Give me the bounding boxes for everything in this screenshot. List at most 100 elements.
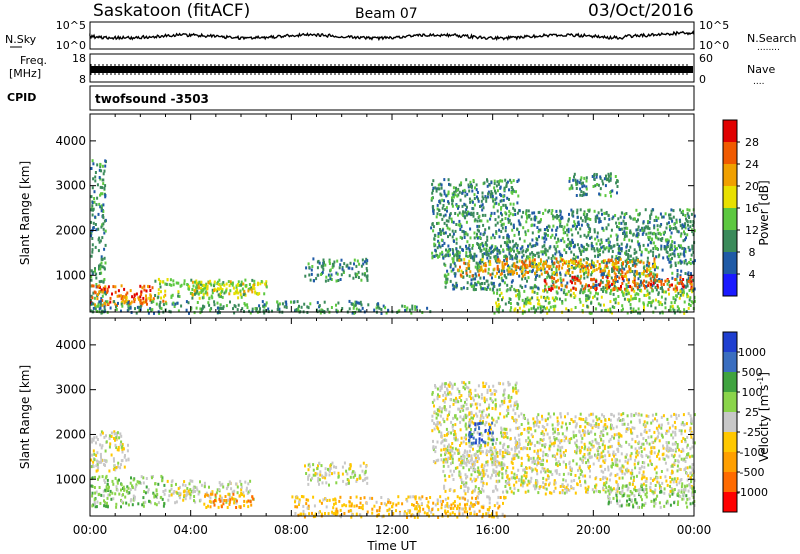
heatmap-cell — [590, 259, 593, 263]
heatmap-cell — [427, 500, 430, 504]
heatmap-cell — [690, 228, 693, 232]
heatmap-cell — [100, 204, 103, 208]
heatmap-cell — [630, 288, 633, 292]
heatmap-cell — [456, 204, 458, 208]
heatmap-cell — [166, 479, 169, 483]
heatmap-cell — [676, 247, 678, 251]
heatmap-cell — [564, 261, 566, 265]
heatmap-cell — [461, 204, 464, 208]
heatmap-cell — [90, 309, 93, 313]
heatmap-cell — [458, 183, 461, 187]
heatmap-cell — [550, 284, 553, 288]
heatmap-cell — [107, 285, 110, 289]
heatmap-cell — [560, 288, 563, 292]
heatmap-cell — [571, 186, 574, 190]
heatmap-cell — [481, 203, 484, 207]
heatmap-cell — [360, 278, 363, 282]
heatmap-cell — [588, 230, 591, 233]
heatmap-cell — [661, 303, 664, 307]
heatmap-cell — [455, 281, 458, 285]
heatmap-cell — [592, 269, 595, 273]
heatmap-cell — [512, 188, 514, 192]
heatmap-cell — [634, 293, 637, 297]
heatmap-cell — [636, 285, 639, 289]
heatmap-cell — [588, 284, 590, 288]
heatmap-cell — [448, 410, 451, 414]
heatmap-cell — [172, 279, 175, 283]
heatmap-cell — [235, 286, 238, 290]
heatmap-cell — [141, 301, 144, 305]
heatmap-cell — [498, 235, 501, 239]
heatmap-cell — [497, 305, 500, 309]
heatmap-cell — [580, 223, 583, 227]
heatmap-cell — [225, 500, 228, 504]
heatmap-cell — [622, 219, 625, 223]
heatmap-cell — [512, 179, 515, 183]
heatmap-cell — [584, 215, 587, 219]
heatmap-cell — [123, 287, 126, 291]
heatmap-cell — [215, 491, 218, 495]
heatmap-cell — [105, 460, 108, 464]
heatmap-cell — [473, 284, 476, 288]
heatmap-cell — [381, 515, 384, 519]
heatmap-cell — [503, 388, 506, 392]
heatmap-cell — [684, 222, 687, 226]
heatmap-cell — [458, 502, 461, 506]
heatmap-cell — [207, 281, 210, 285]
heatmap-cell — [294, 505, 297, 509]
heatmap-cell — [565, 307, 568, 311]
heatmap-cell — [122, 295, 125, 299]
heatmap-cell — [658, 302, 661, 306]
heatmap-cell — [214, 495, 217, 499]
heatmap-cell — [120, 297, 123, 301]
heatmap-cell — [633, 248, 636, 252]
heatmap-cell — [271, 309, 273, 313]
heatmap-cell — [118, 436, 121, 440]
heatmap-cell — [94, 303, 96, 307]
heatmap-cell — [654, 262, 656, 266]
heatmap-cell — [635, 262, 638, 266]
heatmap-cell — [438, 187, 441, 191]
heatmap-cell — [626, 278, 629, 282]
heatmap-cell — [654, 232, 657, 236]
heatmap-cell — [646, 303, 649, 307]
heatmap-cell — [96, 285, 99, 289]
heatmap-cell — [105, 292, 107, 296]
heatmap-cell — [459, 265, 461, 269]
heatmap-cell — [100, 458, 103, 462]
heatmap-cell — [671, 240, 674, 244]
heatmap-cell — [667, 239, 670, 243]
heatmap-cell — [259, 307, 261, 311]
heatmap-cell — [409, 495, 412, 499]
heatmap-cell — [487, 283, 490, 287]
heatmap-cell — [470, 282, 473, 286]
heatmap-cell — [514, 213, 517, 216]
heatmap-cell — [211, 490, 214, 494]
heatmap-cell — [633, 276, 636, 280]
heatmap-cell — [621, 304, 624, 308]
heatmap-cell — [642, 243, 645, 247]
heatmap-cell — [105, 434, 107, 438]
heatmap-cell — [546, 306, 548, 310]
heatmap-cell — [121, 447, 124, 451]
heatmap-cell — [297, 513, 300, 517]
heatmap-cell — [617, 247, 620, 251]
heatmap-cell — [411, 503, 413, 507]
heatmap-cell — [573, 220, 576, 224]
heatmap-cell — [339, 508, 342, 512]
heatmap-cell — [303, 302, 306, 306]
heatmap-cell — [500, 211, 502, 215]
heatmap-cell — [336, 272, 339, 276]
heatmap-cell — [538, 274, 541, 278]
heatmap-cell — [125, 501, 128, 505]
heatmap-cell — [613, 298, 616, 302]
heatmap-cell — [507, 217, 510, 221]
heatmap-cell — [503, 188, 506, 192]
heatmap-cell — [612, 269, 615, 273]
heatmap-cell — [333, 465, 335, 469]
heatmap-cell — [443, 262, 446, 266]
heatmap-cell — [575, 259, 578, 263]
heatmap-cell — [342, 271, 345, 274]
heatmap-cell — [184, 484, 187, 487]
heatmap-cell — [190, 278, 193, 282]
